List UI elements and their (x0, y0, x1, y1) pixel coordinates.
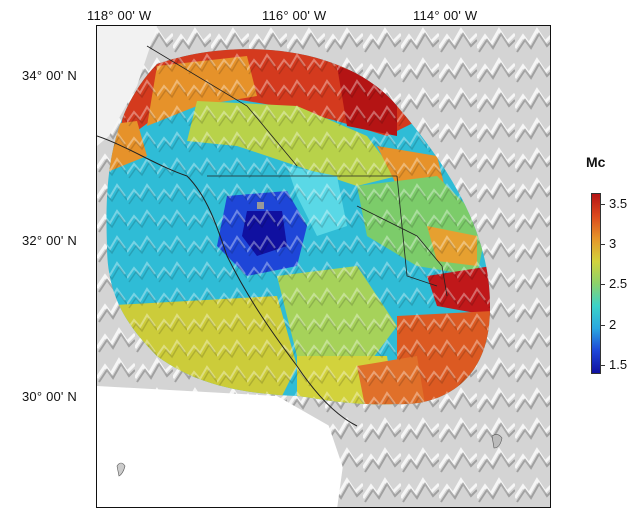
map-frame (96, 25, 551, 508)
colorbar-tick (601, 365, 605, 366)
lon-label-116w: 116° 00' W (262, 8, 327, 23)
colorbar-label-1.5: 1.5 (609, 357, 628, 372)
map-canvas (97, 26, 550, 507)
colorbar-label-3.5: 3.5 (609, 196, 628, 211)
lon-label-114w: 114° 00' W (413, 8, 478, 23)
colorbar-title: Mc (586, 154, 606, 170)
lat-label-32n: 32° 00' N (22, 233, 78, 248)
colorbar-label-2.5: 2.5 (609, 276, 628, 291)
island (491, 434, 503, 449)
colorbar (591, 193, 601, 374)
island (116, 462, 126, 477)
ocean-area (97, 386, 347, 507)
colorbar-label-2: 2 (609, 317, 617, 332)
colorbar-tick (601, 244, 605, 245)
lon-label-118w: 118° 00' W (87, 8, 152, 23)
ocean-area-north (97, 26, 157, 146)
colorbar-tick (601, 325, 605, 326)
colorbar-label-3: 3 (609, 236, 617, 251)
coastline (97, 135, 358, 427)
colorbar-tick (601, 284, 605, 285)
lat-label-30n: 30° 00' N (22, 389, 78, 404)
colorbar-tick (601, 204, 605, 205)
fault-line (146, 45, 298, 167)
border-line-east (396, 175, 438, 287)
station-marker (257, 202, 264, 209)
baja-peninsula (322, 406, 467, 507)
lat-label-34n: 34° 00' N (22, 68, 78, 83)
river-line (356, 205, 448, 297)
